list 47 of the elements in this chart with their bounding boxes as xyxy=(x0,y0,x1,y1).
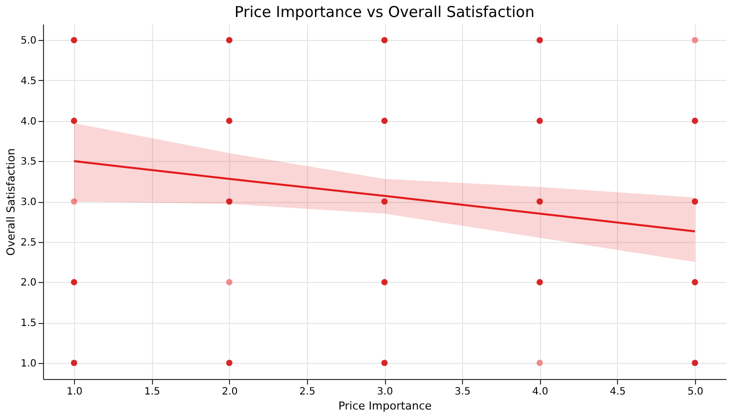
point xyxy=(536,36,543,44)
y-tick-label: 2.0 xyxy=(20,278,36,289)
point xyxy=(536,198,543,205)
point xyxy=(226,360,232,366)
y-tick-label: 5.0 xyxy=(20,36,36,47)
point xyxy=(70,118,78,124)
point xyxy=(692,360,698,366)
point xyxy=(536,118,543,124)
line-series xyxy=(73,160,696,232)
x-tick-label: 4.0 xyxy=(532,386,548,398)
y-axis-title: Overall Satisfaction xyxy=(4,148,18,256)
y-tick-label: 1.5 xyxy=(20,318,36,330)
point xyxy=(536,279,543,286)
x-tick-label: 3.0 xyxy=(377,386,393,398)
y-tick-label: 1.0 xyxy=(20,358,36,370)
point xyxy=(70,198,78,205)
point xyxy=(536,360,543,366)
x-tick-label: 1.5 xyxy=(144,386,160,398)
x-tick-label: 1.0 xyxy=(66,386,82,398)
point xyxy=(226,198,232,205)
chart-title: Price Importance vs Overall Satisfaction xyxy=(234,3,534,21)
point xyxy=(381,118,388,124)
point xyxy=(692,198,698,205)
point xyxy=(70,360,78,366)
y-tick-label: 3.0 xyxy=(20,197,36,208)
point xyxy=(226,279,232,286)
y-tick-label: 2.5 xyxy=(20,237,36,248)
point xyxy=(70,279,78,286)
point xyxy=(692,279,698,286)
point xyxy=(381,198,388,205)
point xyxy=(381,279,388,286)
y-tick-label: 4.0 xyxy=(20,116,36,128)
point xyxy=(692,118,698,124)
x-tick-label: 5.0 xyxy=(688,386,704,398)
x-axis-title: Price Importance xyxy=(338,400,432,412)
x-tick-label: 2.0 xyxy=(222,386,238,398)
point xyxy=(70,36,78,44)
point xyxy=(226,118,232,124)
point xyxy=(381,360,388,366)
x-tick-label: 4.5 xyxy=(610,386,626,398)
point xyxy=(381,36,388,44)
point xyxy=(226,36,232,44)
point xyxy=(692,36,698,44)
x-tick-label: 3.5 xyxy=(454,386,471,398)
y-tick-label: 4.5 xyxy=(20,76,36,87)
y-tick-label: 3.5 xyxy=(20,156,36,168)
x-tick-label: 2.5 xyxy=(299,386,316,398)
